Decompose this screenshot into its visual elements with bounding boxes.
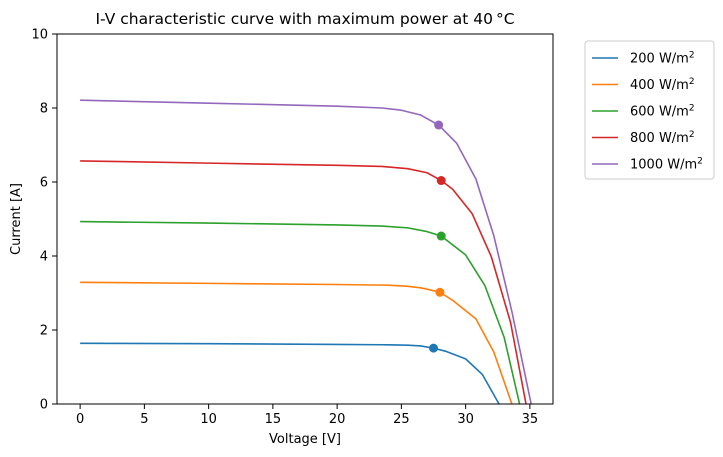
legend-label-0: 200 W/m2 xyxy=(630,51,695,67)
max-power-point-0 xyxy=(428,343,438,353)
x-tick-label: 5 xyxy=(140,412,148,427)
y-tick-label: 10 xyxy=(31,28,48,43)
plot-area xyxy=(56,33,554,405)
legend-label-2: 600 W/m2 xyxy=(630,104,695,120)
y-tick-label: 8 xyxy=(40,102,48,117)
plot-frame xyxy=(56,33,554,405)
legend-label-sup: 2 xyxy=(689,77,695,87)
legend-label-text: 400 W/m xyxy=(630,78,689,93)
series-layer xyxy=(80,99,532,404)
max-power-point-3 xyxy=(436,176,446,186)
y-tick-label: 6 xyxy=(40,176,48,191)
series-line-0 xyxy=(80,342,500,404)
chart-title: I-V characteristic curve with maximum po… xyxy=(95,10,514,28)
legend-label-sup: 2 xyxy=(689,130,695,140)
series-line-2 xyxy=(80,220,521,404)
x-tick-label: 0 xyxy=(76,412,84,427)
legend-label-text: 1000 W/m xyxy=(630,158,697,173)
legend-label-sup: 2 xyxy=(689,51,695,61)
x-tick-label: 35 xyxy=(522,412,539,427)
chart-title-text: I-V characteristic curve with maximum po… xyxy=(95,10,492,28)
mpp-layer xyxy=(428,120,446,353)
max-power-point-4 xyxy=(434,120,444,130)
x-tick-label: 30 xyxy=(457,412,474,427)
legend-label-sup: 2 xyxy=(689,104,695,114)
max-power-point-1 xyxy=(435,287,445,297)
legend-label-4: 1000 W/m2 xyxy=(630,157,703,173)
legend-label-3: 800 W/m2 xyxy=(630,130,695,146)
max-power-point-2 xyxy=(436,231,446,241)
x-axis: 0 5 10 15 20 25 30 35 xyxy=(76,404,538,427)
legend-frame xyxy=(584,40,715,180)
x-tick-label: 15 xyxy=(265,412,282,427)
legend-label-text: 200 W/m xyxy=(630,52,689,67)
x-tick-label: 10 xyxy=(200,412,217,427)
legend-label-text: 800 W/m xyxy=(630,131,689,146)
y-tick-label: 2 xyxy=(40,324,48,339)
legend-label-text: 600 W/m xyxy=(630,105,689,120)
series-line-3 xyxy=(80,160,527,404)
series-line-1 xyxy=(80,281,513,404)
y-axis-label: Current [A] xyxy=(9,183,24,255)
x-tick-label: 20 xyxy=(329,412,346,427)
y-tick-label: 0 xyxy=(40,398,48,413)
y-axis: 0 2 4 6 8 10 xyxy=(31,28,57,413)
legend-label-1: 400 W/m2 xyxy=(630,77,695,93)
chart-title-unit: °C xyxy=(496,10,515,28)
legend-label-sup: 2 xyxy=(697,157,703,167)
x-axis-label: Voltage [V] xyxy=(269,432,341,447)
x-tick-label: 25 xyxy=(393,412,410,427)
y-tick-label: 4 xyxy=(40,250,48,265)
series-line-4 xyxy=(80,99,532,404)
